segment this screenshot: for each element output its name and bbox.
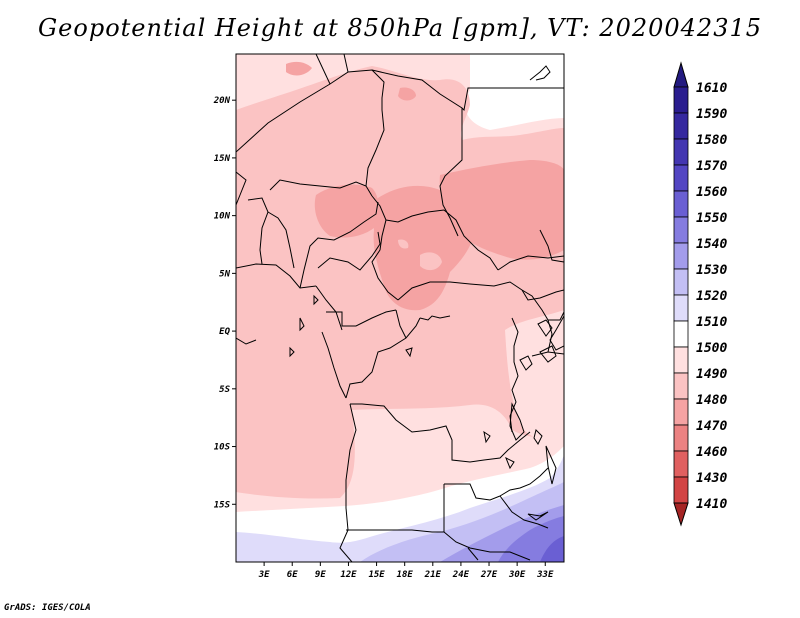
lon-tick-label: 9E [315,570,326,580]
colorbar-swatch [673,398,689,426]
colorbar-swatch [673,424,689,452]
colorbar-swatch [673,216,689,244]
colorbar-swatch [673,242,689,270]
colorbar-label: 1410 [696,497,727,512]
lat-tick-label: EQ [219,327,230,337]
field-band-white-northeast [465,54,564,130]
colorbar-label: 1590 [696,107,727,122]
lon-tick-label: 30E [508,570,526,580]
colorbar-label: 1430 [696,471,727,486]
field-band-violet-dark [540,536,564,562]
colorbar-swatch [673,320,689,348]
field-band-mid-patches [398,239,442,271]
lat-tick-label: 10S [214,443,231,453]
colorbar-swatch [673,372,689,400]
colorbar-swatch [673,112,689,140]
colorbar-label: 1530 [696,263,727,278]
colorbar-swatch [673,190,689,218]
colorbar-swatch [673,294,689,322]
lon-tick-label: 15E [368,570,385,580]
colorbar-label: 1540 [696,237,727,252]
lon-tick-label: 6E [287,570,298,580]
colorbar-label: 1460 [696,445,727,460]
colorbar-swatch [673,346,689,374]
field-band-light-east [505,310,564,442]
colorbar-swatch [673,476,689,504]
colorbar: 1610 1590 1580 1570 1560 1550 1540 1530 1520 1510… [673,61,727,527]
lon-tick-label: 27E [480,570,498,580]
map-frame [235,53,565,563]
colorbar-swatch [673,138,689,166]
lat-tick-label: 5S [219,385,230,395]
lat-tick-label: 10N [214,212,231,222]
colorbar-swatch [673,268,689,296]
lat-tick-label: 5N [219,269,230,279]
map-title: Geopotential Height at 850hPa [gpm], VT:… [38,14,762,42]
colorbar-label: 1480 [696,393,727,408]
lat-tick-label: 15N [214,154,231,164]
lat-tick-label: 20N [213,96,231,106]
colorbar-label: 1500 [696,341,727,356]
field-band-dark-east [439,160,564,260]
map-axes: 20N 15N 10N 5N EQ 5S 10S 15S 3E 6E 9E 12E 15E 18E 21E 2… [213,96,554,580]
colorbar-label: 1510 [696,315,727,330]
colorbar-label: 1580 [696,133,727,148]
lon-tick-label: 24E [452,570,470,580]
lon-tick-label: 33E [536,570,554,580]
colorbar-label: 1470 [696,419,727,434]
lon-tick-label: 18E [397,570,414,580]
colorbar-label: 1560 [696,185,727,200]
colorbar-label: 1610 [696,81,727,96]
lon-tick-label: 12E [340,570,357,580]
field-band-dark-north-2 [398,87,416,101]
geopotential-field [236,54,564,562]
field-band-dark-north [286,61,312,76]
colorbar-swatch [673,164,689,192]
colorbar-bottom-arrow [673,502,689,527]
grads-credit: GrADS: IGES/COLA [4,603,91,613]
colorbar-label: 1570 [696,159,727,174]
colorbar-label: 1490 [696,367,727,382]
country-boundaries [236,54,564,562]
lat-tick-label: 15S [214,500,231,510]
colorbar-label: 1520 [696,289,727,304]
colorbar-swatch [673,450,689,478]
lon-tick-label: 21E [424,570,442,580]
colorbar-top-arrow [673,61,689,88]
lon-tick-label: 3E [258,570,270,580]
colorbar-label: 1550 [696,211,727,226]
field-band-dark-sahel-west [314,184,379,238]
colorbar-swatch [673,86,689,114]
